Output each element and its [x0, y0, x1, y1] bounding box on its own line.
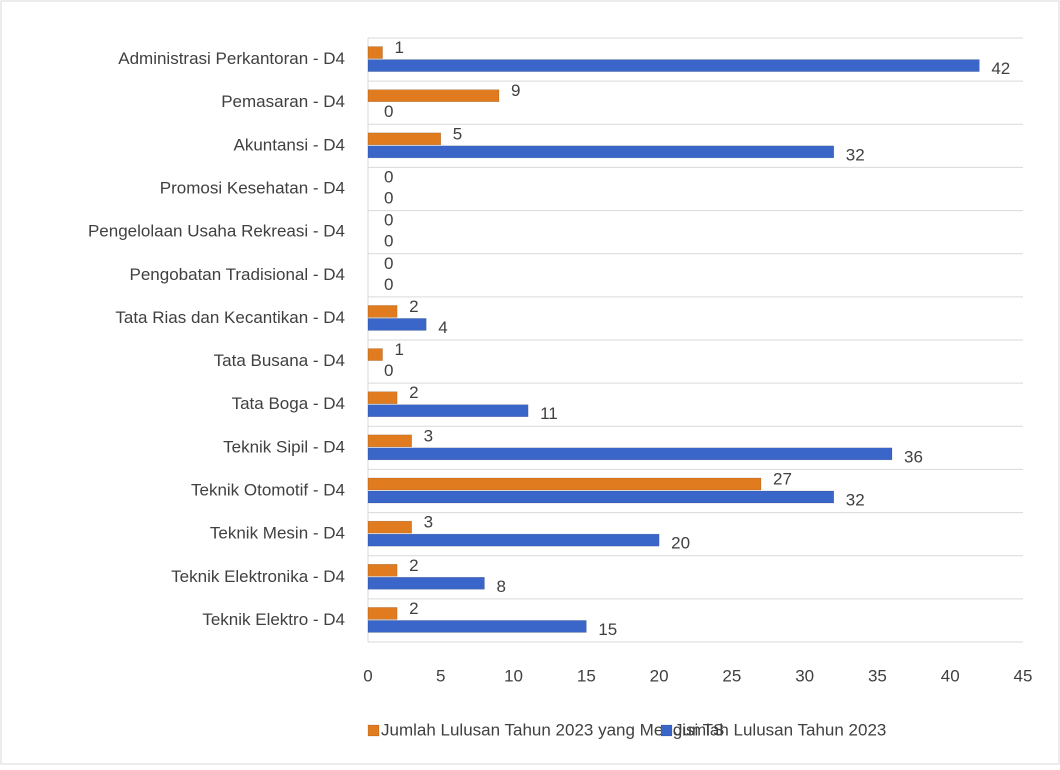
y-tick-label: Pengobatan Tradisional - D4	[130, 265, 345, 284]
data-label: 3	[424, 426, 433, 445]
bar	[367, 318, 427, 331]
y-tick-label: Pengelolaan Usaha Rekreasi - D4	[88, 222, 345, 241]
x-tick-label: 0	[363, 666, 372, 685]
data-label: 0	[384, 102, 393, 121]
bar	[367, 59, 980, 72]
bar	[367, 434, 412, 448]
data-label: 0	[384, 275, 393, 294]
bar	[367, 447, 893, 461]
y-tick-label: Teknik Sipil - D4	[223, 437, 345, 456]
data-label: 3	[424, 513, 433, 532]
data-label: 11	[540, 404, 558, 423]
data-label: 2	[409, 383, 418, 402]
y-tick-label: Teknik Mesin - D4	[210, 524, 345, 543]
x-tick-label: 40	[941, 666, 960, 685]
data-label: 2	[409, 297, 418, 316]
data-label: 4	[438, 318, 447, 337]
bar	[367, 145, 835, 159]
bar	[367, 607, 398, 620]
y-tick-label: Administrasi Perkantoran - D4	[118, 49, 345, 68]
data-label: 27	[773, 469, 792, 488]
x-tick-label: 35	[868, 666, 887, 685]
y-tick-label: Promosi Kesehatan - D4	[160, 178, 345, 197]
y-tick-label: Tata Busana - D4	[214, 351, 345, 370]
data-label: 1	[395, 38, 404, 57]
bar	[367, 490, 835, 504]
data-label: 9	[511, 81, 520, 100]
y-tick-label: Akuntansi - D4	[234, 135, 346, 154]
y-tick-label: Teknik Elektronika - D4	[171, 567, 345, 586]
bar	[367, 348, 383, 361]
bar	[367, 564, 398, 577]
x-tick-label: 30	[795, 666, 814, 685]
bar	[367, 132, 442, 146]
x-tick-label: 15	[577, 666, 596, 685]
data-label: 1	[395, 340, 404, 359]
legend-label: Jumlah Lulusan Tahun 2023	[674, 720, 886, 739]
bar	[367, 520, 412, 534]
data-label: 0	[384, 167, 393, 186]
data-label: 36	[904, 447, 923, 466]
legend-swatch	[660, 724, 673, 737]
bar	[367, 89, 500, 102]
data-label: 0	[384, 361, 393, 380]
y-tick-label: Teknik Otomotif - D4	[191, 480, 345, 499]
data-label: 20	[671, 534, 690, 553]
x-tick-label: 5	[436, 666, 445, 685]
data-label: 0	[384, 188, 393, 207]
x-tick-label: 20	[650, 666, 669, 685]
bar	[367, 533, 660, 547]
bar	[367, 391, 398, 404]
legend-label: Jumlah Lulusan Tahun 2023 yang Mengisi T…	[381, 720, 724, 739]
data-label: 0	[384, 232, 393, 251]
data-label: 32	[846, 145, 865, 164]
bar	[367, 46, 383, 59]
x-tick-label: 10	[504, 666, 523, 685]
data-label: 0	[384, 211, 393, 230]
data-label: 32	[846, 490, 865, 509]
bar	[367, 477, 762, 491]
bar	[367, 404, 529, 417]
data-label: 2	[409, 556, 418, 575]
data-label: 5	[453, 124, 462, 143]
y-tick-label: Tata Boga - D4	[232, 394, 345, 413]
legend-swatch	[367, 724, 380, 737]
data-label: 8	[496, 577, 505, 596]
y-tick-label: Pemasaran - D4	[221, 92, 345, 111]
data-label: 0	[384, 254, 393, 273]
x-tick-label: 45	[1014, 666, 1033, 685]
y-tick-label: Tata Rias dan Kecantikan - D4	[115, 308, 345, 327]
bar	[367, 577, 485, 590]
y-tick-label: Teknik Elektro - D4	[202, 610, 345, 629]
x-tick-label: 25	[722, 666, 741, 685]
bar	[367, 620, 587, 633]
data-label: 15	[598, 620, 617, 639]
bar	[367, 305, 398, 318]
data-label: 2	[409, 599, 418, 618]
data-label: 42	[991, 59, 1010, 78]
